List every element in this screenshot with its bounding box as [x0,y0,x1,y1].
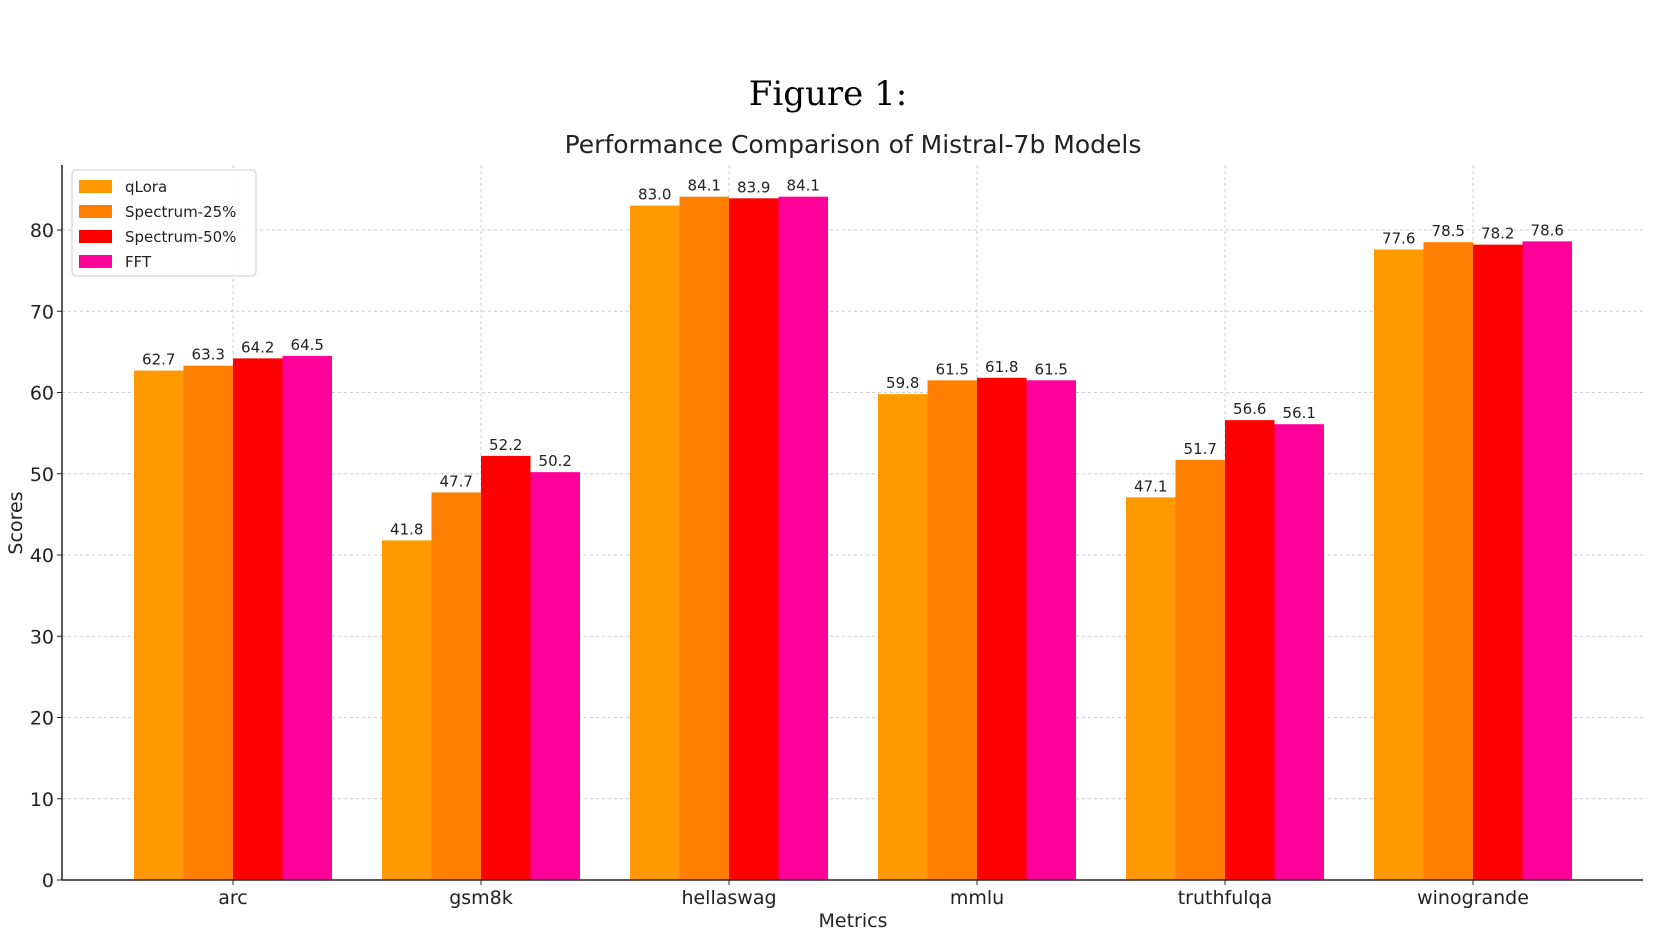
y-axis-label: Scores [5,491,27,554]
data-label: 84.1 [787,177,820,195]
x-tick-label: winogrande [1417,887,1529,909]
data-label: 61.5 [1035,360,1068,378]
bar-gsm8k-spectrum25 [431,492,481,880]
bar-mmlu-spectrum25 [927,380,977,880]
bar-truthfulqa-spectrum50 [1225,420,1275,880]
bar-mmlu-qlora [878,394,928,880]
bar-hellaswag-spectrum25 [679,196,729,880]
data-label: 84.1 [688,177,721,195]
data-label: 77.6 [1382,230,1415,248]
data-label: 63.3 [192,346,225,364]
bar-mmlu-fft [1026,380,1076,880]
legend-swatch [79,230,112,243]
data-label: 78.5 [1432,222,1465,240]
x-axis-label: Metrics [819,910,888,932]
bar-winogrande-fft [1522,241,1572,880]
data-label: 50.2 [539,452,572,470]
data-label: 64.5 [291,336,324,354]
legend-swatch [79,205,112,218]
bar-winogrande-spectrum50 [1473,244,1523,880]
data-label: 64.2 [241,338,274,356]
y-tick-label: 80 [30,220,54,242]
bar-arc-spectrum50 [233,358,283,880]
bar-arc-fft [282,355,332,880]
bar-mmlu-spectrum50 [977,377,1027,880]
data-label: 61.5 [936,360,969,378]
legend-box [71,169,257,277]
bar-arc-spectrum25 [183,365,233,880]
x-tick-label: arc [218,887,247,909]
bar-hellaswag-qlora [630,205,680,880]
data-label: 61.8 [985,358,1018,376]
data-labels: 62.7 63.3 64.2 64.5 41.8 47.7 52.2 50.2 83.0 84.1… [142,177,1564,539]
data-label: 78.6 [1531,221,1564,239]
bar-arc-qlora [134,370,184,880]
bar-truthfulqa-qlora [1126,497,1176,880]
x-tick-label: hellaswag [681,887,776,909]
data-label: 56.1 [1283,404,1316,422]
y-tick-label: 30 [30,626,54,648]
axes: 0 10 20 30 40 50 60 70 80 arc gsm8k hellaswag mmlu tr… [30,165,1643,909]
data-label: 47.1 [1134,477,1167,495]
bar-winogrande-qlora [1374,249,1424,880]
legend-swatch [79,255,112,268]
legend-swatch [79,180,112,193]
y-tick-label: 40 [30,545,54,567]
legend-label: Spectrum-50% [125,228,236,246]
bar-winogrande-spectrum25 [1423,242,1473,880]
chart-title: Performance Comparison of Mistral-7b Mod… [565,130,1142,159]
bar-gsm8k-fft [530,472,580,880]
bar-hellaswag-fft [778,196,828,880]
legend-label: Spectrum-25% [125,203,236,221]
x-tick-label: mmlu [950,887,1004,909]
bar-hellaswag-spectrum50 [729,198,779,880]
bars [134,196,1572,880]
bar-truthfulqa-spectrum25 [1175,459,1225,880]
legend: qLora Spectrum-25% Spectrum-50% FFT [71,169,257,277]
y-tick-label: 60 [30,383,54,405]
data-label: 51.7 [1184,440,1217,458]
data-label: 83.0 [638,186,671,204]
data-label: 41.8 [390,520,423,538]
data-label: 47.7 [440,472,473,490]
x-tick-label: gsm8k [449,887,513,909]
y-tick-label: 70 [30,301,54,323]
x-tick-label: truthfulqa [1178,887,1273,909]
y-tick-label: 50 [30,464,54,486]
data-label: 78.2 [1481,225,1514,243]
data-label: 62.7 [142,351,175,369]
data-label: 52.2 [489,436,522,454]
y-tick-label: 0 [42,870,54,892]
y-tick-label: 10 [30,789,54,811]
data-label: 83.9 [737,178,770,196]
y-tick-label: 20 [30,708,54,730]
bar-truthfulqa-fft [1274,424,1324,880]
figure-caption: Figure 1: [748,74,908,114]
legend-label: FFT [125,253,152,271]
bar-gsm8k-qlora [382,540,432,880]
data-label: 56.6 [1233,400,1266,418]
legend-label: qLora [125,178,167,196]
data-label: 59.8 [886,374,919,392]
bar-gsm8k-spectrum50 [481,455,531,880]
